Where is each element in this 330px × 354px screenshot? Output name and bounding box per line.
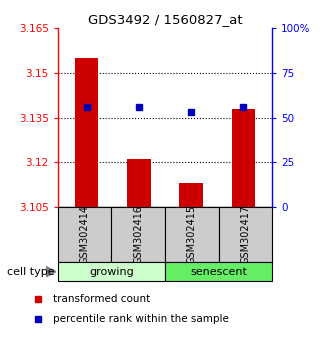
Bar bbox=[180, 183, 203, 207]
Bar bbox=[58, 262, 165, 281]
Text: growing: growing bbox=[89, 267, 134, 277]
Text: cell type: cell type bbox=[7, 267, 54, 277]
Bar bbox=[165, 262, 272, 281]
Text: GSM302416: GSM302416 bbox=[133, 205, 143, 264]
Bar bbox=[218, 207, 272, 262]
Bar bbox=[112, 207, 165, 262]
Text: senescent: senescent bbox=[190, 267, 247, 277]
Text: GSM302414: GSM302414 bbox=[80, 205, 89, 264]
Bar bbox=[75, 58, 98, 207]
Text: GSM302415: GSM302415 bbox=[187, 205, 197, 264]
Bar bbox=[58, 207, 112, 262]
Title: GDS3492 / 1560827_at: GDS3492 / 1560827_at bbox=[88, 13, 242, 26]
Polygon shape bbox=[46, 267, 56, 277]
Bar bbox=[127, 159, 150, 207]
Text: GSM302417: GSM302417 bbox=[241, 205, 250, 264]
Bar bbox=[232, 109, 255, 207]
Text: percentile rank within the sample: percentile rank within the sample bbox=[52, 314, 228, 324]
Text: transformed count: transformed count bbox=[52, 295, 150, 304]
Bar bbox=[165, 207, 218, 262]
